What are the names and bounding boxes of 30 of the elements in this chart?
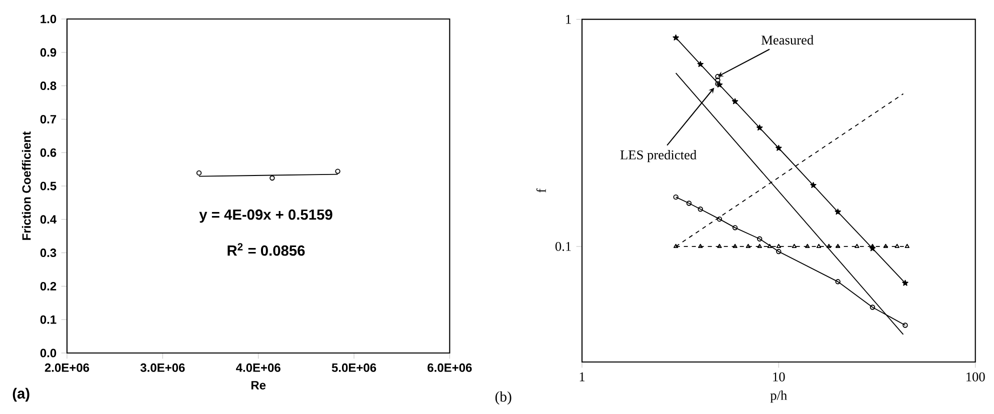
y-tick-label: 0.4 bbox=[40, 215, 57, 224]
y-tick-label: 0.7 bbox=[40, 114, 56, 124]
y-tick-label: 1.0 bbox=[40, 14, 56, 24]
x-axis-title: p/h bbox=[770, 390, 788, 403]
x-tick-label: 2.0E+06 bbox=[44, 363, 90, 372]
x-tick-label: 6.0E+06 bbox=[428, 363, 472, 372]
x-tick-label: 4.0E+06 bbox=[236, 363, 280, 372]
annotation: Measured bbox=[761, 35, 814, 45]
annotation: y = 4E-09x + 0.5159 bbox=[199, 209, 332, 223]
x-tick-label: 10 bbox=[773, 372, 785, 382]
x-tick-label: 100 bbox=[966, 372, 985, 382]
y-tick-label: 0.6 bbox=[40, 148, 56, 157]
x-tick-label: 5.0E+06 bbox=[332, 363, 376, 372]
x-tick-label: 3.0E+06 bbox=[140, 363, 185, 372]
annotation: R$^{2}$ = 0.0856 bbox=[228, 243, 305, 256]
y-tick-label: 0.1 bbox=[40, 315, 56, 324]
x-tick-label: 1 bbox=[580, 372, 585, 382]
y-tick-label: 0.8 bbox=[40, 82, 56, 90]
x-axis-title: Re bbox=[251, 381, 266, 390]
annotation: LES predicted bbox=[620, 150, 696, 162]
y-axis-title: Friction Coefficient bbox=[22, 131, 31, 240]
y-tick-label: 0.0 bbox=[40, 348, 56, 358]
y-axis-title: f bbox=[536, 188, 546, 192]
y-tick-label: 0.5 bbox=[40, 182, 56, 190]
y-tick-label: 0.1 bbox=[555, 242, 571, 251]
text: (b) bbox=[495, 391, 512, 405]
y-tick-label: 0.2 bbox=[40, 282, 56, 290]
text: (a) bbox=[12, 388, 30, 402]
y-tick-label: 0.3 bbox=[40, 248, 56, 258]
y-tick-label: 0.9 bbox=[40, 48, 56, 57]
